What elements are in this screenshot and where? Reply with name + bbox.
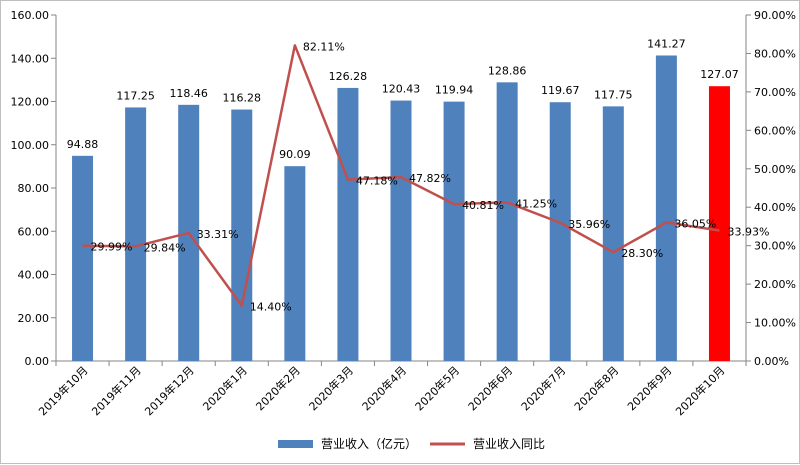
bar-value-label: 119.94: [435, 84, 474, 97]
left-tick-label: 80.00: [18, 182, 50, 195]
bar-value-label: 94.88: [67, 138, 99, 151]
bar: [125, 107, 147, 362]
bar-value-label: 119.67: [541, 84, 580, 97]
bar-value-label: 116.28: [223, 92, 262, 105]
category-label: 2019年11月: [89, 363, 144, 418]
category-label: 2020年4月: [359, 363, 409, 413]
right-tick-label: 80.00%: [754, 47, 796, 60]
left-tick-label: 60.00: [18, 225, 50, 238]
legend: 营业收入（亿元） 营业收入同比: [278, 436, 545, 451]
bar: [284, 166, 306, 361]
category-label: 2019年10月: [36, 363, 91, 418]
left-tick-label: 100.00: [11, 139, 50, 152]
bar-series: [72, 55, 730, 362]
right-tick-label: 40.00%: [754, 201, 796, 214]
category-label: 2020年6月: [465, 363, 515, 413]
category-label: 2020年10月: [672, 363, 727, 418]
left-tick-label: 120.00: [11, 96, 50, 109]
bar-value-label: 141.27: [647, 38, 686, 51]
yoy-value-label: 29.99%: [91, 241, 133, 254]
bar: [549, 102, 571, 361]
line-series: [82, 44, 720, 307]
right-tick-label: 60.00%: [754, 124, 796, 137]
yoy-value-label: 41.25%: [515, 197, 557, 210]
category-label: 2020年3月: [306, 363, 356, 413]
bar-value-label: 128.86: [488, 64, 527, 77]
yoy-value-label: 28.30%: [621, 247, 663, 260]
bar-value-label: 90.09: [279, 148, 311, 161]
right-tick-label: 90.00%: [754, 9, 796, 22]
right-tick-label: 30.00%: [754, 240, 796, 253]
left-tick-label: 140.00: [11, 52, 50, 65]
yoy-value-label: 35.96%: [568, 218, 610, 231]
right-tick-label: 50.00%: [754, 163, 796, 176]
yoy-value-label: 47.82%: [409, 172, 451, 185]
bar-value-label: 118.46: [169, 87, 208, 100]
yoy-value-label: 40.81%: [462, 199, 504, 212]
legend-label-yoy: 营业收入同比: [473, 437, 545, 451]
yoy-value-label: 29.84%: [144, 241, 186, 254]
bar: [602, 106, 624, 361]
bar: [72, 155, 94, 361]
left-tick-label: 20.00: [18, 312, 50, 325]
yoy-value-label: 14.40%: [250, 301, 292, 314]
yoy-value-label: 33.93%: [727, 226, 769, 239]
yoy-line: [82, 44, 720, 307]
yoy-value-label: 33.31%: [197, 228, 239, 241]
category-label: 2020年2月: [253, 363, 303, 413]
right-tick-label: 70.00%: [754, 86, 796, 99]
bar: [708, 86, 730, 362]
bar: [337, 87, 359, 362]
left-tick-label: 40.00: [18, 269, 50, 282]
category-label: 2020年7月: [518, 363, 568, 413]
category-label: 2020年5月: [412, 363, 462, 413]
data-labels: 94.88 117.25 118.46 116.28 90.09 126.28 120.43…: [67, 38, 770, 314]
bar: [390, 100, 412, 361]
legend-label-revenue: 营业收入（亿元）: [321, 436, 417, 451]
yoy-value-label: 47.18%: [356, 175, 398, 188]
right-tick-label: 0.00%: [754, 355, 789, 368]
bar: [496, 82, 518, 362]
bar: [655, 55, 677, 361]
bar-value-label: 127.07: [700, 68, 739, 81]
right-tick-label: 10.00%: [754, 317, 796, 330]
category-label: 2020年1月: [200, 363, 250, 413]
bar-value-label: 120.43: [382, 83, 421, 96]
left-tick-label: 160.00: [11, 9, 50, 22]
right-tick-label: 20.00%: [754, 278, 796, 291]
category-label: 2019年12月: [142, 363, 197, 418]
bar-value-label: 117.25: [116, 89, 155, 102]
yoy-value-label: 36.05%: [674, 217, 716, 230]
legend-swatch-revenue: [278, 440, 313, 448]
category-label: 2020年8月: [571, 363, 621, 413]
left-tick-label: 0.00: [25, 355, 50, 368]
bar-value-label: 126.28: [329, 70, 368, 83]
yoy-value-label: 82.11%: [303, 40, 345, 53]
bar: [443, 101, 465, 361]
category-label: 2020年9月: [624, 363, 674, 413]
bar-value-label: 117.75: [594, 88, 633, 101]
